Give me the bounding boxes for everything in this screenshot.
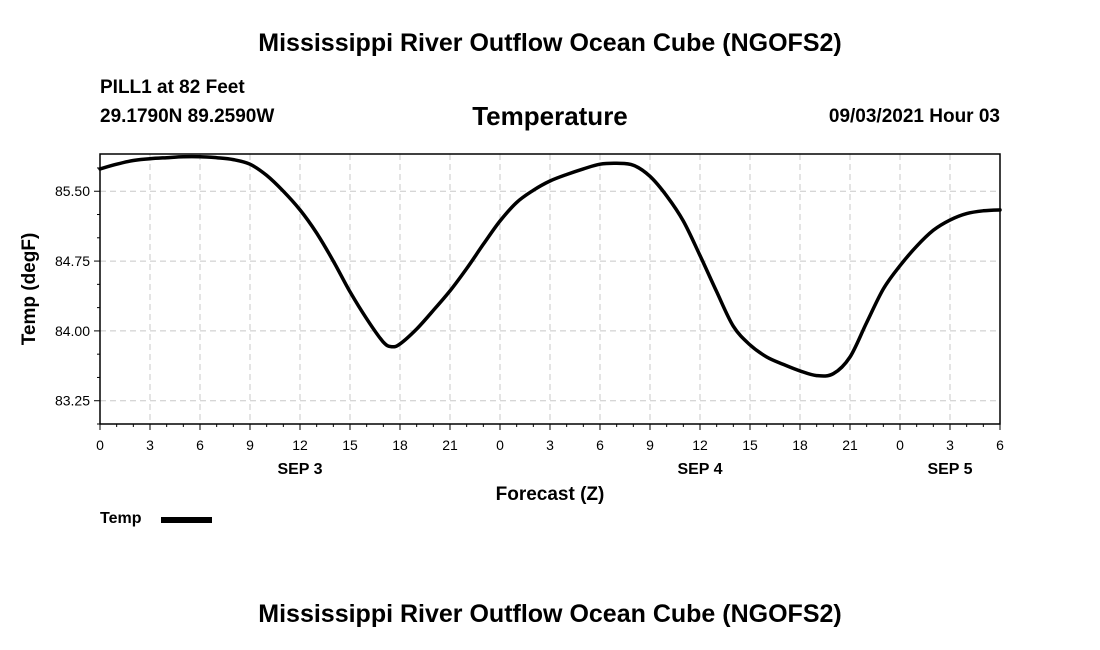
legend-label: Temp: [100, 510, 142, 527]
y-tick-label: 84.00: [55, 323, 90, 339]
x-tick-label: 12: [692, 437, 708, 453]
x-axis-label: Forecast (Z): [496, 484, 605, 505]
y-axis: 83.25 84.00 84.75 85.50: [55, 167, 100, 425]
footer-title: Mississippi River Outflow Ocean Cube (NG…: [258, 600, 842, 628]
x-tick-label: 15: [742, 437, 758, 453]
x-tick-label: 9: [646, 437, 654, 453]
x-date-label: SEP 4: [677, 461, 722, 478]
forecast-datetime: 09/03/2021 Hour 03: [828, 106, 1000, 127]
chart-title: Mississippi River Outflow Ocean Cube (NG…: [258, 29, 842, 57]
x-tick-label: 3: [946, 437, 954, 453]
x-tick-label: 15: [342, 437, 358, 453]
x-tick-label: 6: [596, 437, 604, 453]
legend-line-swatch: [161, 517, 212, 523]
series-line-temp: [98, 154, 1002, 378]
variable-title: Temperature: [472, 101, 628, 131]
y-tick-label: 83.25: [55, 393, 90, 409]
plot-frame: [99, 153, 1001, 425]
grid-lines: [100, 154, 1000, 424]
x-tick-label: 18: [392, 437, 408, 453]
x-tick-label: 21: [842, 437, 858, 453]
x-tick-label: 18: [792, 437, 808, 453]
x-tick-label: 3: [546, 437, 554, 453]
x-tick-label: 0: [96, 437, 104, 453]
x-tick-label: 0: [496, 437, 504, 453]
station-coordinates: 29.1790N 89.2590W: [100, 106, 275, 127]
x-tick-label: 21: [442, 437, 458, 453]
y-tick-label: 85.50: [55, 183, 90, 199]
x-tick-label: 3: [146, 437, 154, 453]
y-axis-label: Temp (degF): [19, 233, 40, 346]
x-tick-label: 6: [996, 437, 1004, 453]
y-tick-label: 84.75: [55, 253, 90, 269]
temperature-chart: 83.25 84.00 84.75 85.50 0 3 6 9 12 15 18 21 0 3 6 9 12 1…: [19, 153, 1004, 505]
station-label: PILL1 at 82 Feet: [100, 77, 245, 98]
x-tick-label: 0: [896, 437, 904, 453]
x-axis: 0 3 6 9 12 15 18 21 0 3 6 9 12 15 18 21 0 3 6 SEP 3 SEP 4 SEP…: [96, 424, 1004, 478]
x-tick-label: 9: [246, 437, 254, 453]
x-date-label: SEP 3: [277, 461, 322, 478]
x-tick-label: 12: [292, 437, 308, 453]
x-tick-label: 6: [196, 437, 204, 453]
x-date-label: SEP 5: [927, 461, 972, 478]
